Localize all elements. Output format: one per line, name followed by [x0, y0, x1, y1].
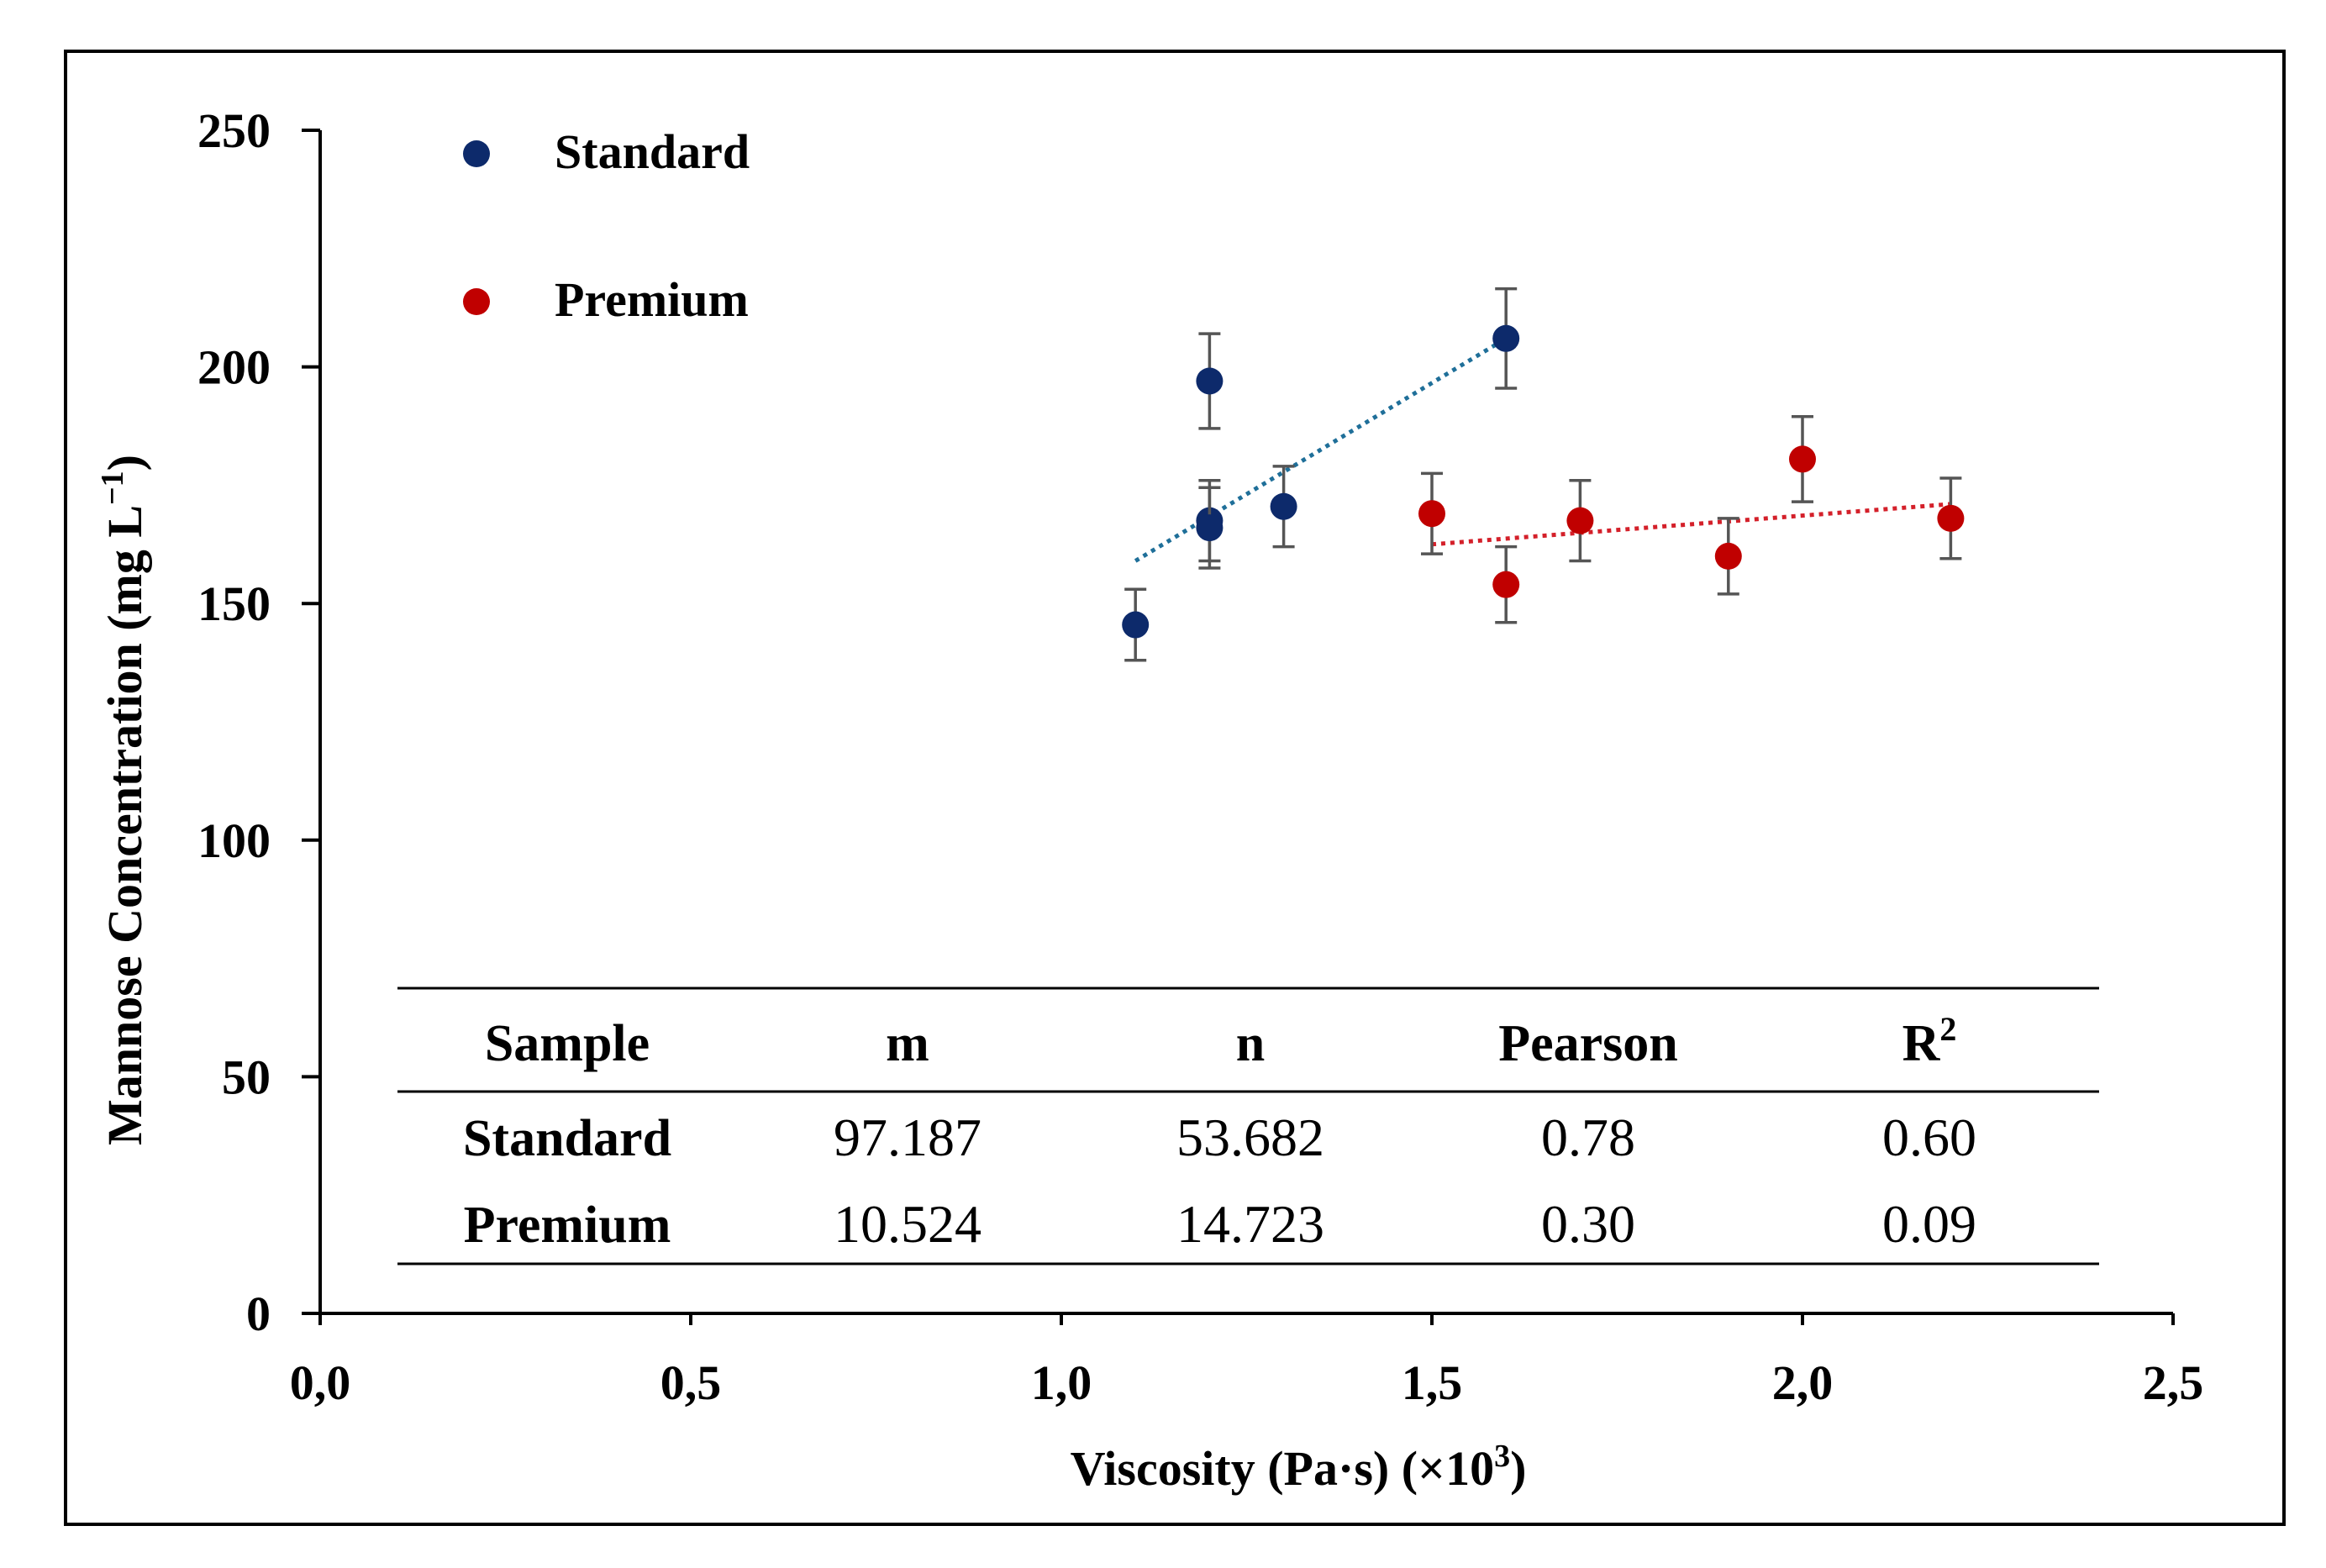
table-header-pearson: Pearson: [1498, 1015, 1678, 1072]
table-header-m: m: [886, 1015, 929, 1072]
legend-marker-standard: [463, 140, 490, 167]
table-cell-premium-m: 10.524: [834, 1194, 981, 1254]
trendline-standard: [1134, 336, 1508, 563]
data-point-premium: [1714, 517, 1742, 596]
legend-label-premium: Premium: [555, 272, 749, 327]
table-cell-standard-n: 53.682: [1176, 1108, 1324, 1167]
table-cell-standard-r2: 0.60: [1882, 1108, 1976, 1167]
y-tick-label: 250: [197, 103, 271, 158]
table-cell-premium-sample: Premium: [464, 1197, 671, 1254]
x-tick-label: 0,5: [660, 1355, 722, 1410]
stats-table: Sample m n Pearson R2 Standard 97.187 53…: [397, 987, 2099, 1265]
legend: Standard Premium: [463, 124, 750, 327]
y-tick-label: 150: [197, 576, 271, 631]
table-cell-premium-r2: 0.09: [1882, 1194, 1976, 1254]
table-cell-premium-pearson: 0.30: [1541, 1194, 1635, 1254]
data-point-premium: [1492, 545, 1520, 624]
point-marker: [1492, 324, 1520, 352]
table-header-n: n: [1236, 1015, 1265, 1072]
x-axis-label: Viscosity (Pa·s) (×103): [1071, 1439, 1527, 1496]
y-tick-label: 0: [246, 1286, 271, 1341]
point-marker: [1418, 500, 1445, 528]
legend-label-standard: Standard: [555, 124, 750, 179]
point-marker: [1492, 571, 1520, 598]
data-point-standard: [1122, 587, 1150, 662]
point-marker: [1566, 507, 1594, 534]
point-marker: [1270, 492, 1297, 520]
trendlines: [1134, 336, 1951, 563]
y-tick-label: 50: [222, 1050, 271, 1104]
data-point-premium: [1418, 471, 1445, 555]
table-cell-standard-pearson: 0.78: [1541, 1108, 1635, 1167]
point-marker: [1196, 514, 1224, 542]
y-axis-label: Mannose Concentration (mg L−1): [95, 455, 152, 1145]
data-points: [1122, 287, 1965, 662]
x-tick-label: 2,0: [1772, 1355, 1834, 1410]
ticks: 0,0 0,5 1,0 1,5 2,0 2,5 0 50 100 150 200 250: [197, 103, 2203, 1410]
data-point-standard: [1492, 287, 1520, 390]
table-header-sample: Sample: [485, 1015, 650, 1072]
data-point-premium: [1789, 414, 1816, 503]
point-marker: [1714, 542, 1742, 570]
table-cell-standard-sample: Standard: [463, 1110, 671, 1167]
data-point-standard: [1196, 332, 1224, 430]
point-marker: [1937, 504, 1965, 532]
x-tick-label: 1,5: [1402, 1355, 1463, 1410]
data-point-standard: [1270, 465, 1297, 549]
table-cell-premium-n: 14.723: [1176, 1194, 1324, 1254]
x-tick-label: 2,5: [2143, 1355, 2204, 1410]
point-marker: [1196, 367, 1224, 395]
x-tick-label: 0,0: [290, 1355, 351, 1410]
table-cell-standard-m: 97.187: [834, 1108, 981, 1167]
data-point-standard: [1196, 486, 1224, 570]
point-marker: [1789, 445, 1816, 473]
axes: [318, 130, 2173, 1315]
figure-frame: [64, 50, 2286, 1526]
x-tick-label: 1,0: [1031, 1355, 1092, 1410]
point-marker: [1122, 611, 1150, 639]
legend-marker-premium: [463, 288, 490, 315]
y-tick-label: 100: [197, 813, 271, 868]
trendline-premium: [1431, 502, 1951, 547]
table-header-r2: R2: [1902, 1010, 1957, 1072]
y-tick-label: 200: [197, 340, 271, 395]
data-point-premium: [1566, 479, 1594, 563]
data-point-premium: [1937, 476, 1965, 560]
